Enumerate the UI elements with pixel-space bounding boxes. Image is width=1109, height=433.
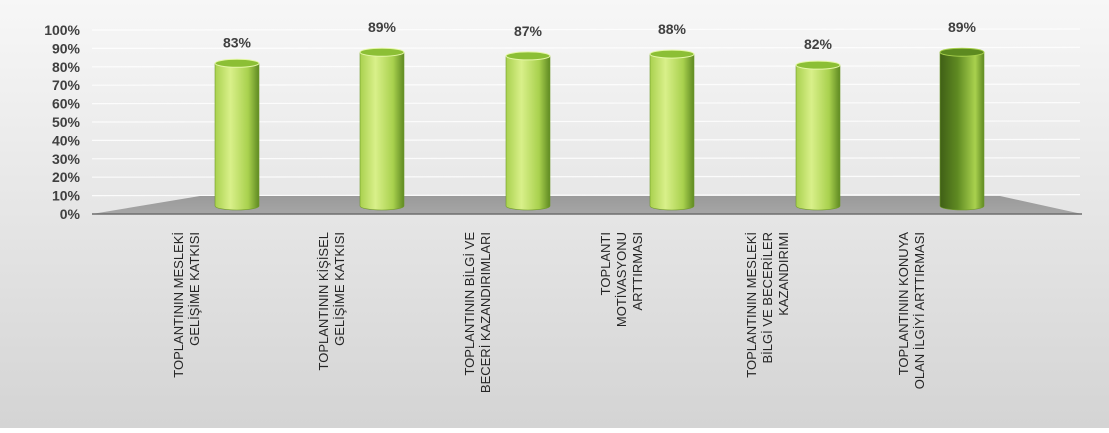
category-label: TOPLANTIMOTİVASYONUARTTIRMASI — [598, 232, 645, 327]
bar-top — [505, 51, 551, 61]
bar-body — [939, 51, 985, 211]
data-label: 82% — [804, 36, 833, 52]
bar — [939, 47, 985, 211]
x-axis-category-labels: TOPLANTININ MESLEKİGELİŞİME KATKISI TOPLA… — [171, 232, 927, 393]
bar-top — [214, 58, 260, 68]
data-label: 88% — [658, 21, 687, 37]
bar-body — [359, 51, 405, 211]
bar-body — [214, 62, 260, 211]
bar — [214, 58, 260, 211]
category-label: TOPLANTININ BİLGİ VEBECERİ KAZANDIRIMLAR… — [462, 232, 493, 393]
gridline — [91, 28, 1081, 31]
y-tick-label: 100% — [44, 22, 80, 38]
bar — [795, 60, 841, 211]
data-label: 87% — [514, 23, 543, 39]
bar-body — [649, 53, 695, 211]
data-label: 83% — [223, 34, 252, 50]
y-tick-label: 30% — [52, 151, 81, 167]
bar-top — [649, 49, 695, 59]
y-tick-label: 50% — [52, 114, 81, 130]
y-axis-tick-labels: 0% 10% 20% 30% 40% 50% 60% 70% 80% 90% 100% — [44, 22, 80, 222]
y-tick-label: 90% — [52, 40, 81, 56]
y-tick-label: 40% — [52, 132, 81, 148]
data-label: 89% — [368, 19, 397, 35]
bar-body — [505, 55, 551, 211]
category-label: TOPLANTININ KONUYAOLAN İLGİYİ ARTTIRMASI — [896, 232, 927, 390]
y-tick-label: 80% — [52, 59, 81, 75]
y-tick-label: 10% — [52, 188, 81, 204]
y-tick-label: 20% — [52, 169, 81, 185]
bar-top — [359, 47, 405, 57]
bar-body — [795, 64, 841, 211]
gridline — [91, 46, 1081, 50]
bar — [649, 49, 695, 211]
bar — [359, 47, 405, 211]
bar — [505, 51, 551, 211]
y-tick-label: 0% — [60, 206, 81, 222]
y-tick-label: 60% — [52, 96, 81, 112]
y-tick-label: 70% — [52, 77, 81, 93]
category-label: TOPLANTININ MESLEKİBİLGİ VE BECERİLERKAZ… — [744, 232, 791, 378]
bar-top — [939, 47, 985, 57]
bar-top — [795, 60, 841, 70]
data-label: 89% — [948, 19, 977, 35]
category-label: TOPLANTININ KİŞİSELGELİŞİME KATKISI — [316, 232, 347, 370]
category-label: TOPLANTININ MESLEKİGELİŞİME KATKISI — [171, 232, 202, 378]
